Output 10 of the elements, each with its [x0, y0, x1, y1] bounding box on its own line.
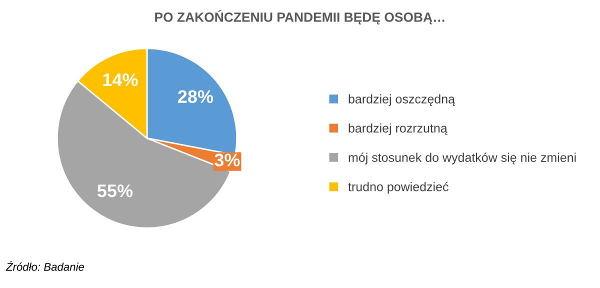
data-label: 55%	[97, 184, 133, 198]
data-label: 3%	[214, 154, 240, 166]
legend-label: trudno powiedzieć	[348, 182, 448, 194]
legend-label: mój stosunek do wydatków się nie zmieni	[348, 152, 576, 164]
text: Źródło: Badanie	[6, 261, 84, 271]
data-label: 14%	[103, 73, 138, 86]
chart-title: PO ZAKOŃCZENIU PANDEMII BĘDĘ OSOBĄ…	[155, 10, 444, 24]
legend-label: bardziej rozrzutną	[348, 123, 448, 136]
legend-label: bardziej oszczędną	[348, 94, 456, 106]
data-label: 28%	[178, 90, 214, 103]
